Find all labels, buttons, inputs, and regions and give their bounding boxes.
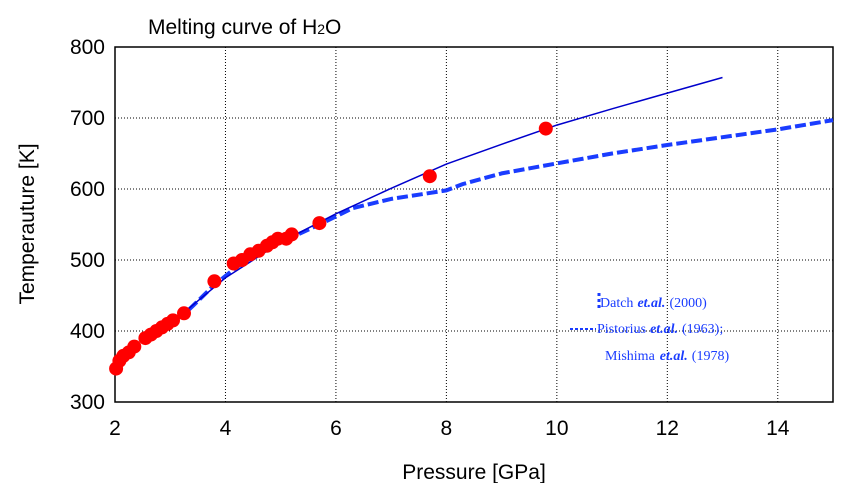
data-point (422, 169, 437, 184)
data-point (538, 121, 553, 136)
legend-pistorius-name: Pistorius (597, 322, 646, 337)
x-tick-label: 4 (220, 417, 232, 440)
legend-entry-mishima: Mishima et.al. (1978) (605, 349, 729, 364)
plot-frame (114, 46, 834, 403)
data-point (207, 274, 222, 289)
x-tick-label: 12 (656, 417, 679, 440)
y-axis-ticks: 300 400 500 600 700 800 (70, 36, 105, 414)
y-tick-label: 700 (70, 107, 105, 130)
x-tick-label: 6 (330, 417, 342, 440)
legend-entry-datch: Datch et.al. (2000) (600, 296, 707, 311)
series-layer (109, 76, 834, 376)
data-point (284, 227, 299, 242)
data-point (177, 306, 191, 321)
x-tick-label: 2 (109, 417, 121, 440)
y-axis-label: Temperauture [K] (16, 143, 39, 304)
legend-entry-pistorius: Pistorius et.al. (1963); (597, 322, 723, 337)
grid-lines (115, 47, 833, 402)
series-literature-melting-line (163, 118, 834, 330)
data-point (312, 216, 327, 231)
legend-datch-etal: et.al. (637, 296, 665, 311)
y-tick-label: 400 (70, 320, 105, 343)
legend-pistorius-etal: et.al. (650, 322, 678, 337)
data-point (166, 313, 180, 328)
x-axis-label: Pressure [GPa] (402, 461, 546, 483)
legend-mishima-name: Mishima (605, 349, 656, 364)
legend-pistorius-year: (1963); (682, 322, 723, 337)
legend-datch-year: (2000) (669, 296, 707, 311)
y-tick-label: 600 (70, 178, 105, 201)
legend: Datch et.al. (2000) Pistorius et.al. (1963);… (570, 293, 729, 364)
y-tick-label: 800 (70, 36, 105, 59)
x-tick-label: 10 (545, 417, 568, 440)
x-tick-label: 14 (766, 417, 790, 440)
x-tick-label: 8 (441, 417, 453, 440)
data-point (127, 339, 142, 354)
y-tick-label: 300 (70, 391, 105, 414)
y-tick-label: 500 (70, 249, 105, 272)
legend-mishima-year: (1978) (692, 349, 730, 364)
x-axis-ticks: 2 4 6 8 10 12 14 (109, 417, 790, 440)
legend-mishima-etal: et.al. (660, 349, 688, 364)
legend-datch-name: Datch (600, 296, 633, 311)
chart-title: Melting curve of H2O (148, 16, 341, 39)
